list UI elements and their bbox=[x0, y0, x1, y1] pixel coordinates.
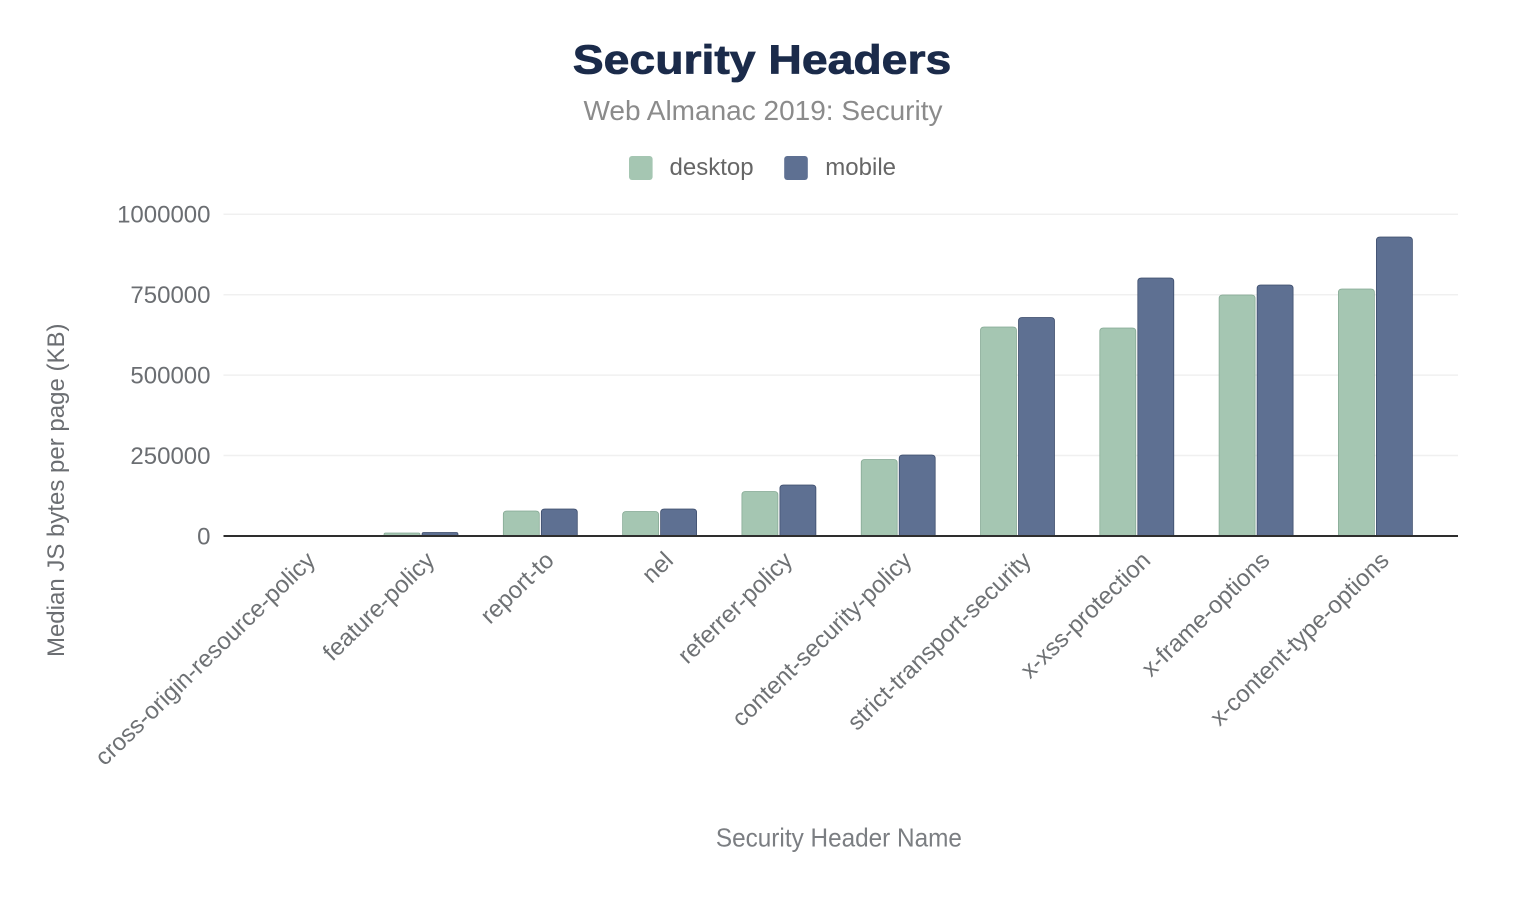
svg-text:Security Headers: Security Headers bbox=[573, 37, 951, 83]
svg-text:1000000: 1000000 bbox=[117, 202, 210, 229]
svg-text:Median JS bytes per page (KB): Median JS bytes per page (KB) bbox=[43, 324, 70, 658]
svg-text:Security Header Name: Security Header Name bbox=[716, 824, 962, 853]
svg-text:Web Almanac 2019: Security: Web Almanac 2019: Security bbox=[583, 95, 942, 126]
svg-text:mobile: mobile bbox=[825, 154, 896, 181]
svg-text:0: 0 bbox=[197, 524, 210, 551]
svg-text:250000: 250000 bbox=[130, 443, 210, 470]
svg-text:desktop: desktop bbox=[670, 154, 754, 181]
svg-text:500000: 500000 bbox=[130, 363, 210, 390]
svg-text:750000: 750000 bbox=[130, 282, 210, 309]
